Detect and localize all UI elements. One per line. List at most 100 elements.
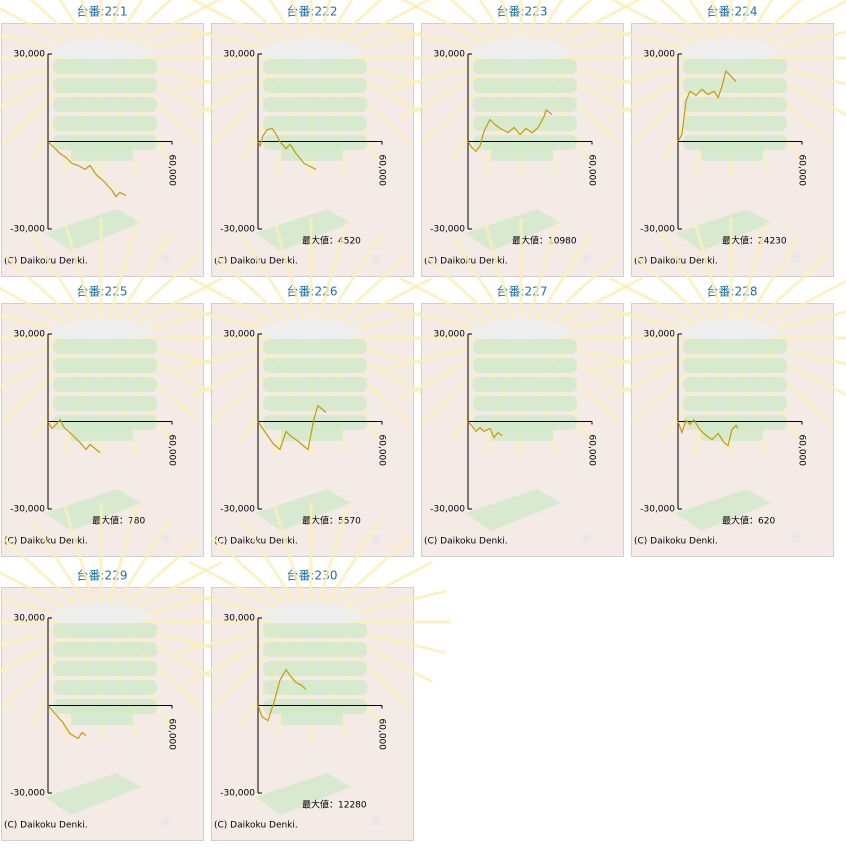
y-tick-label: -30,000 — [640, 225, 675, 235]
x-tick-label: 60,000 — [167, 435, 177, 467]
decor-plate — [465, 489, 561, 531]
decor-top — [51, 603, 151, 627]
y-tick-label: -30,000 — [430, 505, 465, 515]
decor-ray — [610, 0, 706, 50]
decor-logo — [371, 533, 381, 543]
decor-block — [263, 59, 367, 74]
decor-ray — [609, 276, 706, 330]
decor-logo — [161, 533, 171, 543]
decor-ray — [190, 0, 286, 50]
y-tick-label: -30,000 — [10, 789, 45, 799]
decor-logo — [581, 253, 591, 263]
decor-ray — [114, 517, 173, 606]
decor-ray — [317, 221, 349, 320]
decor-block — [53, 642, 157, 657]
decor-ray — [58, 0, 88, 42]
decor-ray — [268, 0, 298, 42]
x-tick-label: 60,000 — [167, 719, 177, 751]
decor-block — [263, 116, 367, 131]
data-line — [47, 418, 101, 454]
max-annotation: 最大値：5570 — [302, 515, 361, 527]
x-tick-label: 60,000 — [587, 435, 597, 467]
decor-ray — [710, 0, 725, 40]
decor-ray — [107, 221, 139, 320]
decor-plate — [675, 489, 771, 531]
decor-block — [53, 680, 157, 695]
decor-ray — [756, 0, 846, 50]
decor-ray — [324, 0, 354, 42]
y-tick-label: -30,000 — [10, 225, 45, 235]
data-line — [677, 418, 739, 447]
decor-logo — [371, 253, 381, 263]
decor-block — [473, 78, 577, 93]
decor-ray — [324, 233, 383, 322]
decor-ray — [756, 66, 846, 117]
decor-logo — [791, 253, 801, 263]
decor-top — [51, 319, 151, 343]
decor-ray — [756, 279, 846, 330]
decor-ray — [210, 252, 291, 325]
decor-ray — [478, 0, 508, 42]
decor-block — [263, 680, 367, 695]
decor-ray — [29, 233, 88, 322]
decor-ray — [107, 0, 122, 40]
decor-stem — [281, 707, 343, 725]
decor-block — [683, 116, 787, 131]
decor-logo — [791, 533, 801, 543]
data-line — [257, 404, 327, 451]
decor-block — [683, 339, 787, 354]
decor-ray — [0, 252, 81, 325]
decor-ray — [114, 0, 144, 42]
y-tick-label: 30,000 — [14, 50, 46, 60]
decor-ray — [331, 536, 412, 609]
decor-block — [263, 396, 367, 411]
decor-ray — [189, 630, 286, 684]
decor-ray — [744, 233, 803, 322]
copyright: (C) Daikoku Denki. — [214, 257, 298, 267]
decor-block — [263, 623, 367, 638]
decor-top — [681, 319, 781, 343]
copyright: (C) Daikoku Denki. — [424, 537, 508, 547]
y-tick-label: -30,000 — [430, 225, 465, 235]
decor-ray — [210, 536, 291, 609]
decor-ray — [189, 66, 286, 120]
decor-block — [53, 661, 157, 676]
decor-block — [683, 358, 787, 373]
decor-ray — [114, 233, 173, 322]
x-tick-label: 60,000 — [797, 435, 807, 467]
decor-ray — [0, 286, 76, 330]
max-annotation: 最大値：12280 — [302, 799, 367, 811]
decor-top — [261, 39, 361, 63]
y-tick-label: 30,000 — [224, 614, 256, 624]
decor-stem — [701, 423, 763, 441]
decor-ray — [659, 233, 718, 322]
decor-ray — [751, 252, 832, 325]
decor-block — [53, 97, 157, 112]
decor-ray — [500, 0, 515, 40]
y-tick-label: -30,000 — [640, 505, 675, 515]
y-tick-label: 30,000 — [434, 50, 466, 60]
decor-ray — [80, 0, 95, 40]
data-line — [47, 141, 127, 198]
decor-ray — [239, 0, 291, 45]
decor-top — [681, 39, 781, 63]
copyright: (C) Daikoku Denki. — [4, 257, 88, 267]
y-tick-label: -30,000 — [220, 225, 255, 235]
y-tick-label: 30,000 — [224, 330, 256, 340]
decor-ray — [688, 0, 718, 42]
decor-ray — [527, 221, 559, 320]
decor-block — [473, 59, 577, 74]
decor-block — [473, 97, 577, 112]
decor-ray — [189, 276, 286, 330]
decor-block — [683, 377, 787, 392]
decor-top — [51, 39, 151, 63]
decor-ray — [527, 0, 542, 40]
y-tick-label: 30,000 — [14, 330, 46, 340]
decor-ray — [63, 505, 95, 604]
y-tick-label: -30,000 — [10, 505, 45, 515]
copyright: (C) Daikoku Denki. — [424, 257, 508, 267]
decor-ray — [0, 570, 76, 614]
